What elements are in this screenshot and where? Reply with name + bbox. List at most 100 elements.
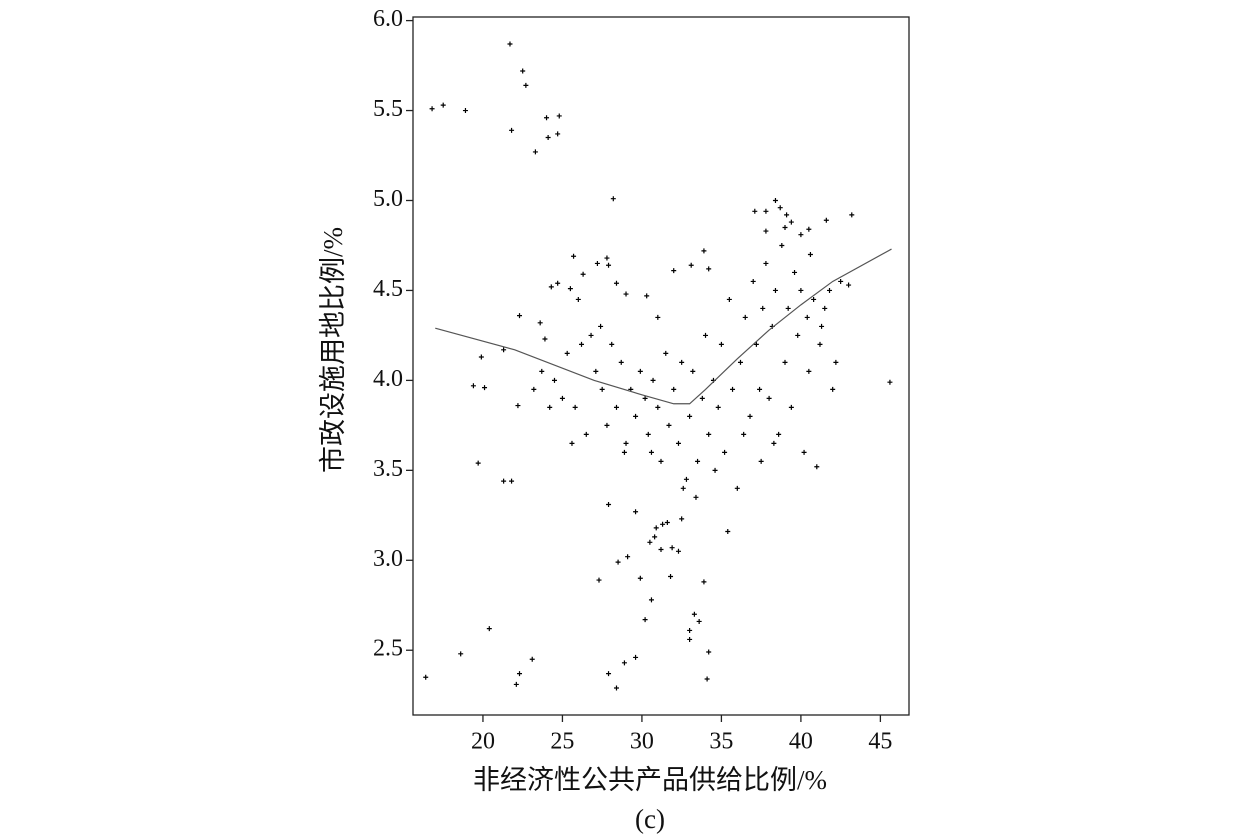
point [669,545,675,551]
point [596,577,602,583]
x-tick-label: 20 [471,729,495,755]
x-axis-label: 非经济性公共产品供给比例/% [473,765,827,795]
point [811,296,817,302]
point [741,431,747,437]
x-tick-label: 30 [630,729,654,755]
point [849,212,855,218]
y-tick-label: 4.0 [373,366,403,392]
point [615,559,621,565]
point [579,341,585,347]
point [633,654,639,660]
point [555,131,561,137]
point [501,347,507,353]
point [660,521,666,527]
point [440,102,446,108]
point [742,314,748,320]
point [838,278,844,284]
point [730,386,736,392]
point [621,660,627,666]
point [830,386,836,392]
y-tick-label: 3.5 [373,456,403,482]
point [458,651,464,657]
point [604,422,610,428]
point [788,219,794,225]
point [833,359,839,365]
point [712,467,718,473]
point [691,611,697,617]
point [478,354,484,360]
y-tick-label: 2.5 [373,636,403,662]
point [572,404,578,410]
x-tick-label: 40 [789,729,813,755]
point [501,478,507,484]
point [547,404,553,410]
point [613,280,619,286]
point [507,41,513,47]
point [618,359,624,365]
point [827,287,833,293]
point [887,379,893,385]
point [621,449,627,455]
point [772,287,778,293]
point [675,548,681,554]
y-tick-label: 6.0 [373,6,403,32]
point [593,368,599,374]
point [766,395,772,401]
point [687,636,693,642]
point [569,440,575,446]
point [509,127,515,133]
point [675,440,681,446]
point [776,431,782,437]
point [598,323,604,329]
point [542,336,548,342]
point [513,681,519,687]
point [693,494,699,500]
point [817,341,823,347]
point [567,286,573,292]
point [663,350,669,356]
fit-line [435,248,892,405]
point [703,332,709,338]
point [701,248,707,254]
point [486,626,492,632]
point [846,282,852,288]
point [482,385,488,391]
point [668,573,674,579]
point [785,305,791,311]
point [779,242,785,248]
point [671,386,677,392]
point [718,341,724,347]
point [642,617,648,623]
point [523,82,529,88]
point [798,232,804,238]
point [544,115,550,121]
y-axis-label: 市政设施用地比例/% [318,227,348,473]
point [696,618,702,624]
point [687,627,693,633]
point [763,208,769,214]
point [752,208,758,214]
point [814,464,820,470]
point [613,404,619,410]
point [747,413,753,419]
y-tick-label: 5.5 [373,96,403,122]
point [537,320,543,326]
point [771,440,777,446]
point [606,262,612,268]
point [613,685,619,691]
point [706,649,712,655]
point [734,485,740,491]
point [806,226,812,232]
point [798,287,804,293]
point [807,251,813,257]
point [701,579,707,585]
point [788,404,794,410]
point [679,516,685,522]
point [650,377,656,383]
point [648,597,654,603]
point [763,228,769,234]
point [599,386,605,392]
point [623,291,629,297]
point [680,485,686,491]
point [763,260,769,266]
